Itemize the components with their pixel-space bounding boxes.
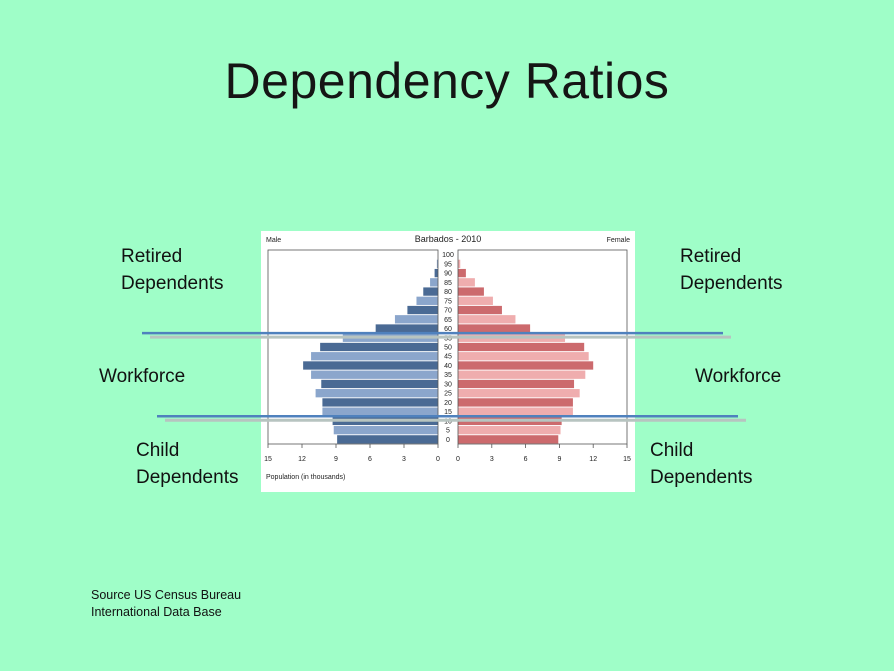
age-label-100: 100 <box>442 252 454 259</box>
male-bar-age-40 <box>303 361 438 370</box>
source-line-2: International Data Base <box>91 605 222 619</box>
age-label-10: 10 <box>444 418 452 425</box>
age-label-95: 95 <box>444 261 452 268</box>
female-bar-age-90 <box>458 268 466 278</box>
male-plot-frame <box>267 249 439 445</box>
x-axis-label: Population (in thousands) <box>266 474 345 481</box>
male-bar-age-5 <box>333 425 438 435</box>
female-bar-age-40 <box>458 361 594 370</box>
male-bar-age-30 <box>321 379 438 389</box>
female-bar-age-55 <box>458 333 566 342</box>
age-label-20: 20 <box>444 400 452 407</box>
child-left-line-2: Dependents <box>136 467 239 488</box>
age-label-45: 45 <box>444 354 452 361</box>
male-bar-age-55 <box>342 333 438 342</box>
child-dependents-right-label: Child Dependents <box>650 437 752 491</box>
age-label-0: 0 <box>446 437 450 444</box>
age-label-75: 75 <box>444 298 452 305</box>
female-bar-age-20 <box>458 398 573 407</box>
male-bar-age-0 <box>337 435 438 444</box>
age-label-15: 15 <box>444 409 452 416</box>
female-bar-age-60 <box>458 324 531 333</box>
female-x-tick-label: 12 <box>589 456 597 463</box>
female-bar-age-70 <box>458 305 502 315</box>
female-bar-age-65 <box>458 315 516 324</box>
male-x-tick-label: 12 <box>298 456 306 463</box>
female-bar-age-45 <box>458 352 589 361</box>
male-x-tick-label: 6 <box>368 456 372 463</box>
male-x-tick-label: 9 <box>334 456 338 463</box>
male-bar-age-20 <box>322 398 438 407</box>
chart-canvas: Barbados - 2010 Male Female Population (… <box>264 234 631 481</box>
chart-title: Barbados - 2010 <box>415 234 482 244</box>
female-bar-age-15 <box>458 407 573 416</box>
male-bar-age-60 <box>375 324 438 333</box>
child-dependents-left-label: Child Dependents <box>136 437 238 491</box>
female-bar-age-30 <box>458 379 575 389</box>
male-bar-age-35 <box>311 370 438 379</box>
female-bar-age-25 <box>458 389 580 398</box>
age-label-30: 30 <box>444 381 452 388</box>
slide-title: Dependency Ratios <box>224 53 670 109</box>
age-label-25: 25 <box>444 391 452 398</box>
age-label-90: 90 <box>444 271 452 278</box>
female-plot-frame <box>457 249 628 445</box>
workforce-right-label: Workforce <box>695 366 782 387</box>
workforce-left-label: Workforce <box>99 366 186 387</box>
female-bar-age-10 <box>458 416 562 426</box>
male-bar-age-15 <box>322 407 438 416</box>
age-label-65: 65 <box>444 317 452 324</box>
age-label-55: 55 <box>444 335 452 342</box>
male-bar-age-45 <box>311 352 438 361</box>
male-bar-age-80 <box>423 287 438 296</box>
age-label-50: 50 <box>444 345 452 352</box>
retired-dependents-left-label: Retired Dependents <box>121 243 223 297</box>
male-x-tick-label: 15 <box>264 456 272 463</box>
age-label-35: 35 <box>444 372 452 379</box>
retired-right-line-1: Retired <box>680 246 742 267</box>
male-bar-age-70 <box>407 305 438 315</box>
age-label-70: 70 <box>444 308 452 315</box>
population-pyramid-chart: Barbados - 2010 Male Female Population (… <box>261 231 635 492</box>
source-line-1: Source US Census Bureau <box>91 588 242 602</box>
female-bar-age-50 <box>458 342 585 352</box>
retired-right-line-2: Dependents <box>680 273 783 294</box>
female-x-tick-label: 3 <box>490 456 494 463</box>
male-bar-age-75 <box>416 296 438 305</box>
male-bar-age-10 <box>332 416 438 426</box>
female-label: Female <box>607 237 630 244</box>
age-label-40: 40 <box>444 363 452 370</box>
female-bar-age-85 <box>458 278 475 287</box>
female-bar-age-5 <box>458 425 561 435</box>
male-label: Male <box>266 237 281 244</box>
male-bar-age-95 <box>436 259 438 269</box>
female-x-tick-label: 6 <box>524 456 528 463</box>
female-bar-age-75 <box>458 296 493 305</box>
retired-left-line-1: Retired <box>121 246 183 267</box>
child-right-line-1: Child <box>650 440 694 461</box>
male-bar-age-65 <box>394 315 438 324</box>
male-x-tick-label: 0 <box>436 456 440 463</box>
female-bar-age-80 <box>458 287 484 296</box>
age-label-5: 5 <box>446 428 450 435</box>
source-note: Source US Census Bureau International Da… <box>91 587 241 621</box>
female-bar-age-95 <box>458 259 461 269</box>
male-bar-age-50 <box>320 342 438 352</box>
age-label-60: 60 <box>444 326 452 333</box>
female-bar-age-0 <box>458 435 559 444</box>
retired-dependents-right-label: Retired Dependents <box>680 243 782 297</box>
male-bar-age-25 <box>315 389 438 398</box>
male-x-tick-label: 3 <box>402 456 406 463</box>
female-bar-age-35 <box>458 370 586 379</box>
age-label-80: 80 <box>444 289 452 296</box>
child-right-line-2: Dependents <box>650 467 753 488</box>
female-x-tick-label: 9 <box>557 456 561 463</box>
male-bar-age-90 <box>434 268 438 278</box>
male-bar-age-85 <box>430 278 438 287</box>
retired-left-line-2: Dependents <box>121 273 224 294</box>
female-x-tick-label: 0 <box>456 456 460 463</box>
age-label-85: 85 <box>444 280 452 287</box>
child-left-line-1: Child <box>136 440 180 461</box>
female-x-tick-label: 15 <box>623 456 631 463</box>
